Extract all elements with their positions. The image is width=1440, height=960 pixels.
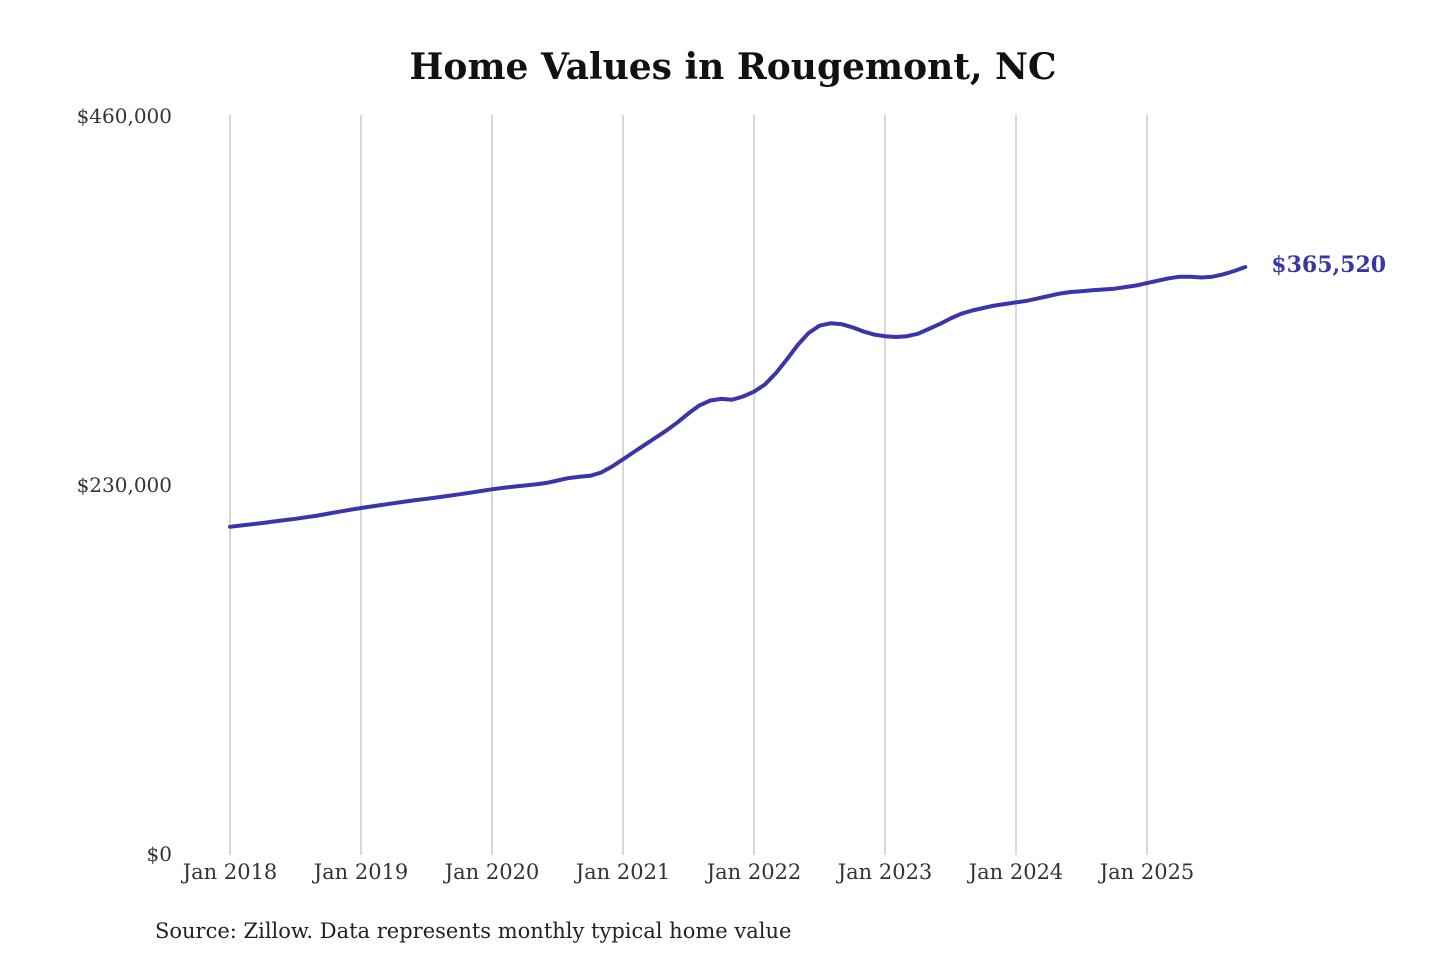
year-gridlines (229, 115, 1148, 855)
home-value-line (228, 265, 1248, 529)
x-tick-jan-2022: Jan 2022 (705, 860, 802, 884)
x-tick-jan-2024: Jan 2024 (967, 860, 1064, 884)
x-tick-jan-2023: Jan 2023 (836, 860, 933, 884)
x-tick-jan-2020: Jan 2020 (443, 860, 540, 884)
x-tick-jan-2021: Jan 2021 (574, 860, 671, 884)
chart-title: Home Values in Rougemont, NC (409, 46, 1056, 88)
x-tick-jan-2018: Jan 2018 (181, 860, 278, 884)
y-tick-460000: $460,000 (77, 104, 172, 128)
x-tick-jan-2025: Jan 2025 (1098, 860, 1195, 884)
current-value-label: $365,520 (1271, 252, 1386, 278)
y-tick-0: $0 (147, 842, 172, 866)
x-axis-labels: Jan 2018 Jan 2019 Jan 2020 Jan 2021 Jan … (181, 860, 1195, 884)
x-tick-jan-2019: Jan 2019 (312, 860, 409, 884)
y-tick-230000: $230,000 (77, 473, 172, 497)
source-note: Source: Zillow. Data represents monthly … (155, 919, 791, 943)
y-axis-labels: $460,000 $230,000 $0 (77, 104, 172, 866)
